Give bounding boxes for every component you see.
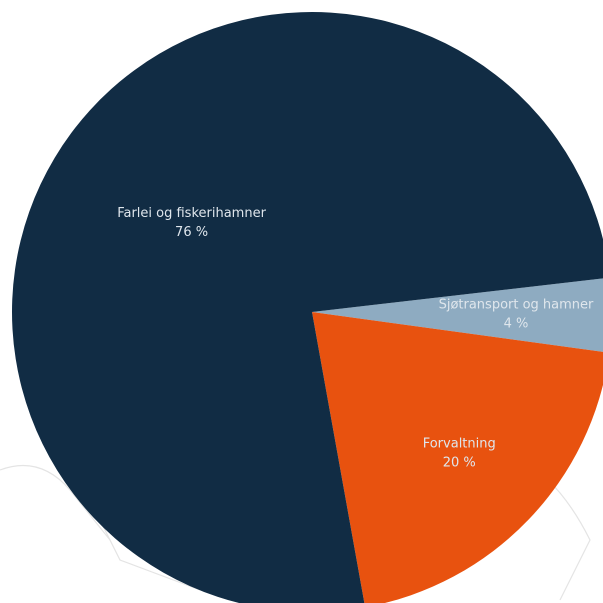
pie-slice — [312, 278, 603, 352]
slice-value-label: 76 % — [175, 225, 208, 240]
slice-value-label: 20 % — [443, 456, 476, 471]
pie-slice — [12, 12, 603, 603]
slice-value-label: 4 % — [504, 317, 529, 332]
slice-label: Farlei og fiskerihamner — [117, 206, 266, 221]
pie-slice — [312, 312, 603, 603]
slice-label: Forvaltning — [423, 437, 496, 452]
slice-label: Sjøtransport og hamner — [439, 298, 594, 313]
